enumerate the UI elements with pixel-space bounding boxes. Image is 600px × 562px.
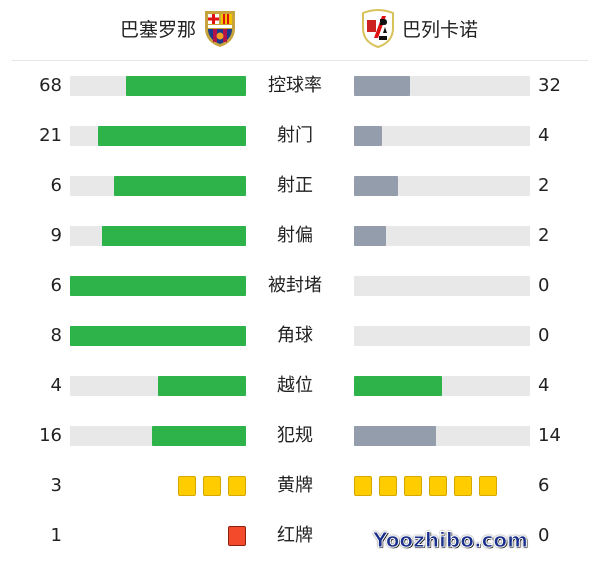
away-cards bbox=[354, 476, 497, 496]
home-value: 68 bbox=[39, 75, 62, 96]
stat-label: 射门 bbox=[277, 125, 313, 146]
stat-row-0: 68 控球率 32 bbox=[0, 61, 600, 111]
away-bar-track bbox=[354, 176, 530, 196]
home-bar-track bbox=[70, 326, 246, 346]
away-value: 2 bbox=[538, 225, 550, 246]
away-team: 巴列卡诺 bbox=[360, 8, 478, 48]
home-value: 8 bbox=[50, 325, 62, 346]
divider bbox=[12, 60, 588, 61]
away-value: 4 bbox=[538, 375, 550, 396]
stat-label: 射正 bbox=[277, 175, 313, 196]
away-team-name: 巴列卡诺 bbox=[402, 18, 479, 41]
home-value: 21 bbox=[39, 125, 62, 146]
stat-row-3: 9 射偏 2 bbox=[0, 211, 600, 261]
home-bar-track bbox=[70, 376, 246, 396]
home-value: 1 bbox=[50, 525, 62, 546]
rayo-vallecano-crest-icon bbox=[362, 9, 394, 48]
away-value: 2 bbox=[538, 175, 550, 196]
yellow-card-icon bbox=[479, 476, 497, 496]
away-value: 32 bbox=[538, 75, 561, 96]
home-team-name: 巴塞罗那 bbox=[120, 18, 197, 41]
home-bar-track bbox=[70, 276, 246, 296]
away-bar-fill bbox=[354, 176, 398, 196]
watermark: Yoozhibo.com bbox=[373, 528, 529, 553]
stat-row-1: 21 射门 4 bbox=[0, 111, 600, 161]
home-value: 3 bbox=[50, 475, 62, 496]
stat-row-2: 6 射正 2 bbox=[0, 161, 600, 211]
home-bar-fill bbox=[126, 76, 246, 96]
home-bar-track bbox=[70, 176, 246, 196]
yellow-card-icon bbox=[454, 476, 472, 496]
home-bar-fill bbox=[102, 226, 246, 246]
stat-row-5: 8 角球 0 bbox=[0, 311, 600, 361]
away-bar-track bbox=[354, 326, 530, 346]
away-value: 0 bbox=[538, 275, 550, 296]
yellow-card-icon bbox=[429, 476, 447, 496]
fc-barcelona-crest-icon bbox=[205, 11, 236, 47]
home-value: 6 bbox=[50, 275, 62, 296]
home-bar-track bbox=[70, 126, 246, 146]
away-value: 0 bbox=[538, 325, 550, 346]
away-value: 0 bbox=[538, 525, 550, 546]
yellow-card-icon bbox=[379, 476, 397, 496]
away-bar-fill bbox=[354, 76, 411, 96]
home-bar-fill bbox=[158, 376, 246, 396]
away-value: 6 bbox=[538, 475, 550, 496]
away-value: 4 bbox=[538, 125, 550, 146]
stat-label: 控球率 bbox=[268, 75, 322, 96]
yellow-card-icon bbox=[354, 476, 372, 496]
away-bar-fill bbox=[354, 126, 383, 146]
home-cards bbox=[228, 526, 246, 546]
away-bar-track bbox=[354, 376, 530, 396]
home-bar-track bbox=[70, 226, 246, 246]
home-value: 16 bbox=[39, 425, 62, 446]
stat-label: 黄牌 bbox=[277, 475, 313, 496]
away-bar-fill bbox=[354, 376, 442, 396]
home-value: 9 bbox=[50, 225, 62, 246]
home-bar-fill bbox=[70, 276, 246, 296]
stat-row-7: 16 犯规 14 bbox=[0, 411, 600, 461]
stat-label: 犯规 bbox=[277, 425, 313, 446]
home-bar-fill bbox=[70, 326, 246, 346]
away-bar-track bbox=[354, 126, 530, 146]
home-bar-fill bbox=[114, 176, 246, 196]
away-bar-track bbox=[354, 76, 530, 96]
home-bar-track bbox=[70, 426, 246, 446]
home-bar-fill bbox=[152, 426, 246, 446]
home-value: 6 bbox=[50, 175, 62, 196]
away-bar-fill bbox=[354, 426, 437, 446]
away-bar-fill bbox=[354, 226, 386, 246]
red-card-icon bbox=[228, 526, 246, 546]
away-value: 14 bbox=[538, 425, 561, 446]
away-bar-track bbox=[354, 226, 530, 246]
away-bar-track bbox=[354, 426, 530, 446]
stat-label: 角球 bbox=[277, 325, 313, 346]
stat-label: 被封堵 bbox=[268, 275, 322, 296]
stat-row-4: 6 被封堵 0 bbox=[0, 261, 600, 311]
home-bar-fill bbox=[98, 126, 246, 146]
home-value: 4 bbox=[50, 375, 62, 396]
stat-row-6: 4 越位 4 bbox=[0, 361, 600, 411]
yellow-card-icon bbox=[203, 476, 221, 496]
stat-label: 射偏 bbox=[277, 225, 313, 246]
home-team: 巴塞罗那 bbox=[120, 8, 244, 48]
yellow-card-icon bbox=[178, 476, 196, 496]
card-row-red: 1 红牌 0 bbox=[0, 511, 600, 561]
stat-label: 越位 bbox=[277, 375, 313, 396]
card-row-yellow: 3 黄牌 6 bbox=[0, 461, 600, 511]
stat-label: 红牌 bbox=[277, 525, 313, 546]
home-cards bbox=[178, 476, 246, 496]
yellow-card-icon bbox=[228, 476, 246, 496]
home-bar-track bbox=[70, 76, 246, 96]
yellow-card-icon bbox=[404, 476, 422, 496]
away-bar-track bbox=[354, 276, 530, 296]
